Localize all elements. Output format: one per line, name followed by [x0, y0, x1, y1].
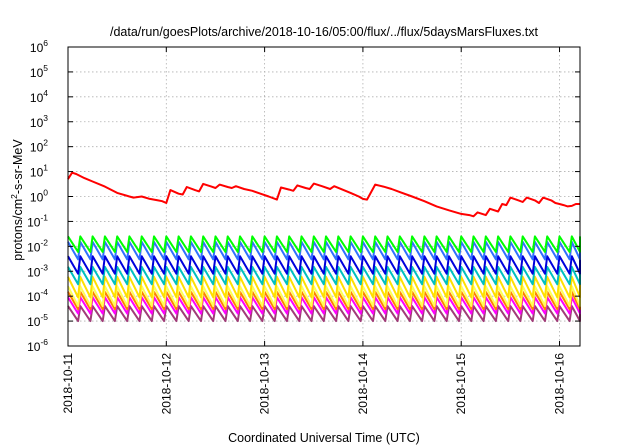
y-tick-exp: -6 — [40, 337, 48, 347]
y-tick-label: 101 — [30, 163, 48, 180]
series-line — [67, 285, 581, 308]
y-tick-base: 10 — [30, 191, 44, 205]
y-tick-label: 10-1 — [27, 212, 48, 229]
y-tick-label: 10-5 — [27, 312, 48, 329]
y-tick-label: 100 — [30, 188, 48, 205]
y-tick-exp: 3 — [43, 113, 48, 123]
x-tick-label: 2018-10-13 — [258, 353, 272, 415]
y-tick-base: 10 — [30, 116, 44, 130]
x-axis-label: Coordinated Universal Time (UTC) — [228, 431, 420, 445]
y-tick-base: 10 — [27, 290, 41, 304]
y-tick-label: 10-2 — [27, 237, 48, 254]
y-axis-label-suffix: -s-sr-MeV — [11, 139, 25, 195]
y-axis-label: protons/cm2-s-sr-MeV — [9, 139, 25, 261]
y-tick-label: 106 — [30, 38, 48, 55]
y-tick-base: 10 — [30, 166, 44, 180]
y-tick-base: 10 — [30, 66, 44, 80]
y-tick-exp: -1 — [40, 212, 48, 222]
chart-title: /data/run/goesPlots/archive/2018-10-16/0… — [110, 25, 539, 39]
x-tick-label: 2018-10-12 — [159, 353, 173, 415]
series-line — [67, 235, 581, 253]
series-line — [67, 275, 581, 299]
series-line — [67, 265, 581, 286]
y-tick-base: 10 — [27, 240, 41, 254]
x-tick-label: 2018-10-15 — [454, 353, 468, 415]
y-tick-base: 10 — [27, 315, 41, 329]
y-tick-exp: 6 — [43, 38, 48, 48]
y-tick-label: 10-3 — [27, 262, 48, 279]
y-tick-label: 103 — [30, 113, 48, 130]
y-axis-ticks: 10610510410310210110010-110-210-310-410-… — [27, 38, 580, 354]
y-tick-exp: 5 — [43, 63, 48, 73]
y-tick-exp: -5 — [40, 312, 48, 322]
y-tick-base: 10 — [30, 41, 44, 55]
series-line — [67, 255, 581, 275]
x-tick-label: 2018-10-14 — [356, 353, 370, 415]
y-tick-base: 10 — [30, 141, 44, 155]
y-tick-base: 10 — [27, 340, 41, 354]
y-tick-exp: 4 — [43, 88, 48, 98]
y-tick-base: 10 — [30, 91, 44, 105]
y-axis-label-sup: 2 — [9, 194, 19, 199]
x-tick-label: 2018-10-16 — [553, 353, 567, 415]
y-tick-label: 10-6 — [27, 337, 48, 354]
y-tick-exp: -2 — [40, 237, 48, 247]
x-axis-ticks: 2018-10-11 2018-10-12 2018-10-13 2018-10-14… — [61, 47, 567, 414]
y-tick-base: 10 — [27, 215, 41, 229]
series-line — [67, 305, 581, 323]
y-tick-exp: 2 — [43, 138, 48, 148]
y-tick-exp: -4 — [40, 287, 48, 297]
y-tick-label: 105 — [30, 63, 48, 80]
y-tick-exp: 1 — [43, 163, 48, 173]
series-group — [67, 171, 581, 323]
x-tick-label: 2018-10-11 — [61, 353, 75, 414]
y-tick-label: 104 — [30, 88, 48, 105]
y-tick-base: 10 — [27, 265, 41, 279]
y-tick-exp: -3 — [40, 262, 48, 272]
y-tick-label: 102 — [30, 138, 48, 155]
y-tick-label: 10-4 — [27, 287, 48, 304]
y-axis-label-prefix: protons/cm — [11, 199, 25, 261]
y-tick-exp: 0 — [43, 188, 48, 198]
series-line-red — [67, 171, 580, 218]
